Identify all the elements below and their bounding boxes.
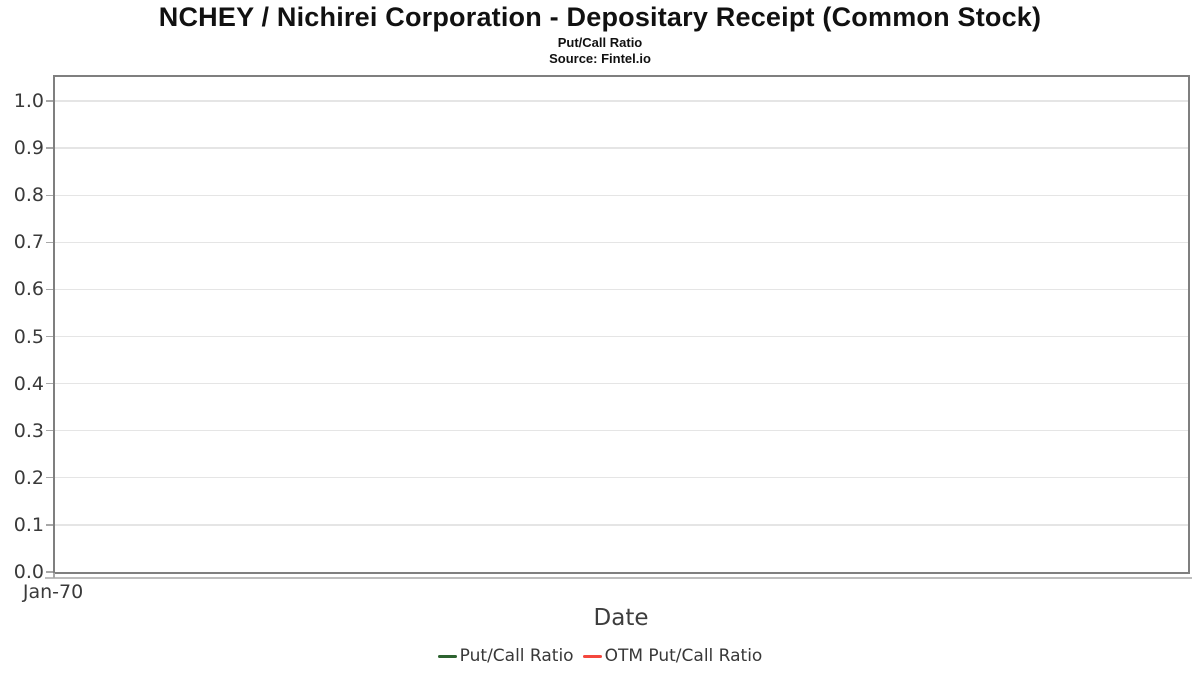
- legend-label: Put/Call Ratio: [459, 646, 574, 666]
- gridline: [55, 382, 1188, 385]
- legend-item[interactable]: OTM Put/Call Ratio: [582, 646, 763, 666]
- chart-source: Source: Fintel.io: [549, 51, 651, 66]
- y-tick: [46, 288, 53, 291]
- y-tick-label: 0.5: [13, 325, 44, 348]
- y-tick: [46, 430, 53, 432]
- y-tick-label: 0.0: [13, 561, 44, 583]
- y-tick-label: 0.4: [13, 372, 44, 395]
- y-tick: [46, 477, 53, 479]
- plot-area: [46, 75, 1190, 574]
- y-tick-label: 0.2: [13, 466, 44, 489]
- legend-item[interactable]: Put/Call Ratio: [437, 646, 574, 666]
- legend-label: OTM Put/Call Ratio: [604, 646, 763, 666]
- y-tick-label: 0.8: [13, 184, 44, 207]
- y-tick: [46, 241, 53, 243]
- y-tick-label: 1.0: [13, 90, 44, 112]
- y-tick: [46, 100, 53, 102]
- y-tick: [46, 194, 53, 196]
- y-axis-labels: 0.0 0.1 0.2 0.3 0.4 0.5 0.6 0.7 0.8 0.9 1.0: [0, 75, 44, 583]
- gridline: [55, 147, 1188, 149]
- y-tick: [46, 571, 53, 573]
- gridline: [55, 430, 1188, 432]
- y-tick: [46, 147, 53, 149]
- gridline: [55, 194, 1188, 196]
- gridline: [55, 477, 1188, 479]
- legend: Put/Call Ratio OTM Put/Call Ratio: [0, 646, 1200, 666]
- legend-line-swatch: [437, 654, 457, 658]
- chart-subtitle: Put/Call Ratio: [557, 35, 643, 50]
- gridline: [55, 335, 1188, 338]
- x-tick-label: Jan-70: [22, 581, 84, 603]
- gridline: [55, 288, 1188, 291]
- gridline: [55, 100, 1188, 102]
- y-tick-label: 0.1: [13, 513, 44, 536]
- chart-title: NCHEY / Nichirei Corporation - Depositar…: [158, 2, 1042, 32]
- y-tick: [46, 524, 53, 526]
- y-tick-label: 0.9: [13, 137, 44, 160]
- gridline: [55, 241, 1188, 243]
- x-axis-line: [45, 577, 1192, 579]
- x-tick: [53, 573, 55, 578]
- y-tick-label: 0.7: [13, 231, 44, 254]
- gridline: [55, 524, 1188, 526]
- x-axis-title: Date: [593, 605, 649, 631]
- y-tick: [46, 382, 53, 385]
- y-tick-label: 0.6: [13, 278, 44, 301]
- y-tick: [46, 335, 53, 338]
- legend-line-swatch: [582, 654, 602, 658]
- y-tick-label: 0.3: [13, 419, 44, 442]
